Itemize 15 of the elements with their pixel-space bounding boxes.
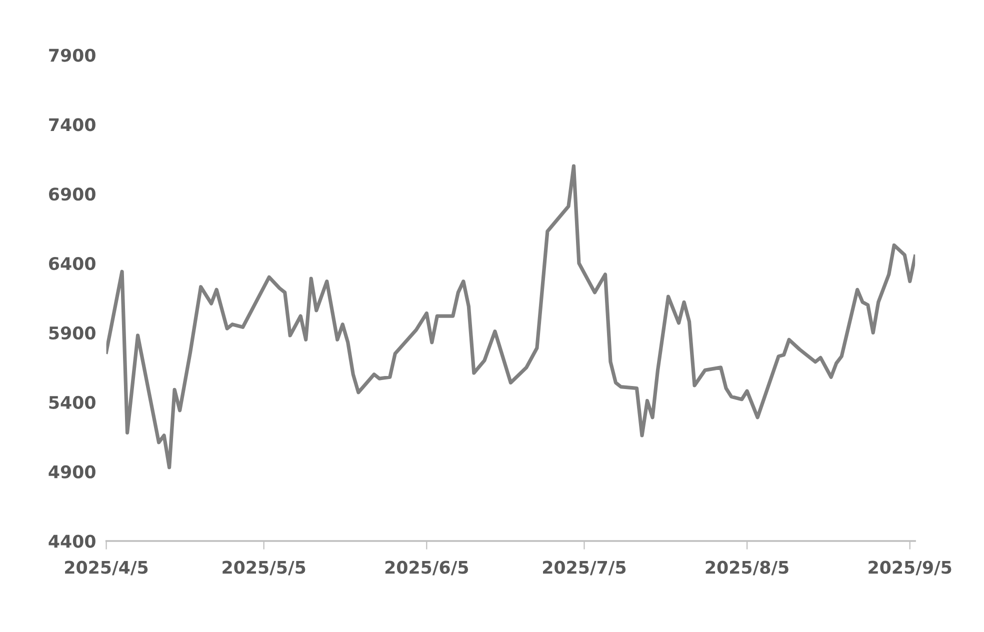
y-tick-label: 7400 <box>49 118 96 132</box>
y-tick-label: 6400 <box>49 256 96 270</box>
x-tick-label: 2025/9/5 <box>868 560 952 576</box>
y-tick-label: 5400 <box>49 396 96 409</box>
x-tick-label: 2025/4/5 <box>65 560 148 576</box>
x-tick-label: 2025/5/5 <box>222 560 306 576</box>
y-tick-label: 7900 <box>49 48 96 62</box>
line-series <box>106 164 916 470</box>
x-tick-label: 2025/8/5 <box>706 560 788 576</box>
y-tick-label: 4900 <box>48 465 96 478</box>
y-tick-label: 4400 <box>48 534 96 548</box>
y-tick-label: 5900 <box>49 326 96 340</box>
x-tick-label: 2025/7/5 <box>543 560 626 576</box>
x-tick-label: 2025/6/5 <box>385 560 468 576</box>
y-tick-label: 6900 <box>49 188 96 201</box>
